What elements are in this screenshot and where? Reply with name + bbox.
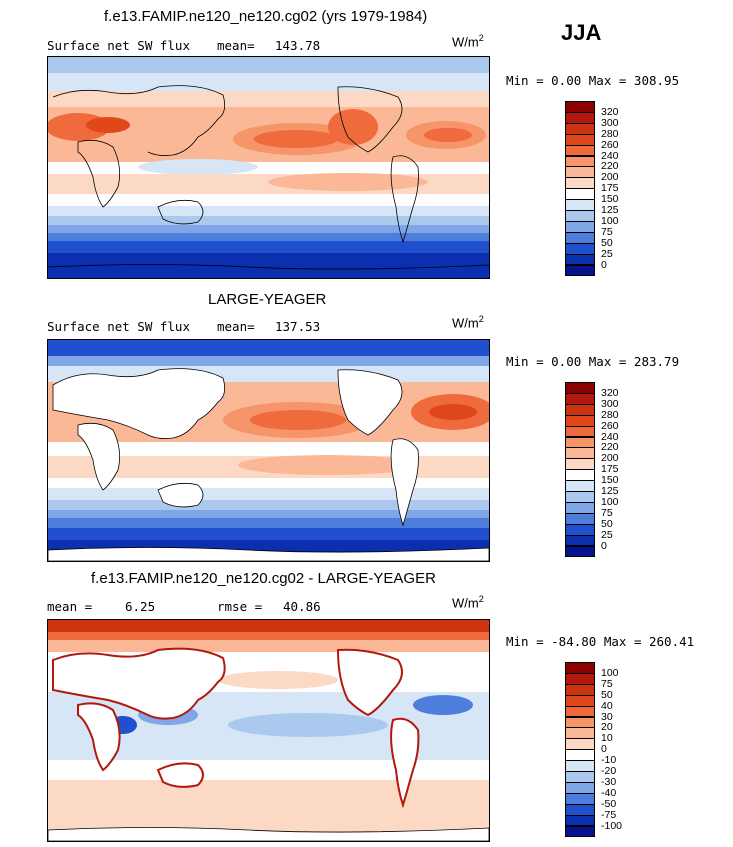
colorbar-label: 280 (601, 408, 619, 421)
panel-2-units: W/m2 (452, 314, 484, 331)
colorbar-label: 50 (601, 517, 613, 530)
colorbar-label: 125 (601, 204, 619, 216)
panel-3-minmax: Min = -84.80 Max = 260.41 (506, 634, 695, 649)
colorbar-label: 100 (601, 666, 619, 679)
colorbar-label: -30 (601, 775, 617, 788)
colorbar-label: 240 (601, 149, 619, 162)
colorbar-label: 300 (601, 116, 619, 129)
colorbar-label: 30 (601, 710, 613, 723)
panel-3-units: W/m2 (452, 594, 484, 611)
colorbar-label: 220 (601, 160, 619, 173)
colorbar-label: 100 (601, 214, 619, 227)
colorbar-label: -20 (601, 765, 617, 777)
colorbar-label: 175 (601, 182, 619, 195)
colorbar-label: 260 (601, 138, 619, 151)
colorbar-swatch (565, 264, 595, 277)
colorbar-swatch (565, 545, 595, 558)
colorbar-label: 10 (601, 732, 613, 745)
panel-3-mean-label: mean = (47, 599, 93, 614)
panel-3-map (47, 619, 490, 842)
panel-2-map (47, 339, 490, 562)
colorbar-label: 40 (601, 699, 613, 712)
colorbar-label: -40 (601, 786, 617, 799)
colorbar-label: 125 (601, 485, 619, 497)
colorbar-swatch (565, 825, 595, 838)
colorbar-label: 220 (601, 441, 619, 454)
panel-1-minmax: Min = 0.00 Max = 308.95 (506, 73, 680, 88)
colorbar-label: 320 (601, 105, 619, 118)
season-label: JJA (561, 20, 602, 45)
colorbar-label: -100 (601, 819, 623, 832)
colorbar-label: 100 (601, 495, 619, 508)
colorbar-label: 320 (601, 386, 619, 399)
panel-1-mean-value: 143.78 (275, 38, 321, 53)
colorbar-label: 20 (601, 721, 613, 734)
panel-1-mean-label: mean= (217, 38, 255, 53)
colorbar-label: 150 (601, 474, 619, 487)
colorbar-label: 260 (601, 419, 619, 432)
colorbar-label: 150 (601, 193, 619, 206)
colorbar-label: 175 (601, 463, 619, 476)
panel-1-colorbar: 320 300 280 260 240 220 200 175 150 125 100 75 50 25 0 (565, 101, 645, 277)
colorbar-label: 200 (601, 452, 619, 465)
panel-2-colorbar: 320 300 280 260 240 220 200 175 150 125 100 75 50 25 0 (565, 382, 645, 558)
colorbar-label: 0 (601, 258, 607, 271)
panel-2-field-label: Surface net SW flux (47, 319, 190, 334)
colorbar-label: 300 (601, 397, 619, 410)
panel-2-minmax: Min = 0.00 Max = 283.79 (506, 354, 680, 369)
colorbar-label: 25 (601, 247, 613, 260)
panel-3-title: f.e13.FAMIP.ne120_ne120.cg02 - LARGE-YEA… (91, 570, 436, 587)
colorbar-label: 75 (601, 677, 613, 690)
colorbar-label: 240 (601, 430, 619, 443)
colorbar-label: 25 (601, 528, 613, 541)
panel-2-mean-value: 137.53 (275, 319, 321, 334)
colorbar-label: 50 (601, 236, 613, 249)
panel-3-mean-value: 6.25 (125, 599, 156, 614)
panel-3-rmse-label: rmse = (217, 599, 263, 614)
panel-3-colorbar: 100 75 50 40 30 20 10 0 -10 -20 -30 -40 -50 -75 -100 (565, 662, 645, 838)
colorbar-label: 0 (601, 539, 607, 552)
colorbar-label: 280 (601, 127, 619, 140)
colorbar-label: 0 (601, 743, 607, 756)
colorbar-label: -10 (601, 754, 617, 767)
colorbar-label: 75 (601, 506, 613, 519)
panel-2-title: LARGE-YEAGER (208, 291, 327, 308)
colorbar-label: 200 (601, 171, 619, 184)
panel-1-units: W/m2 (452, 33, 484, 50)
colorbar-label: 75 (601, 225, 613, 238)
colorbar-label: 50 (601, 688, 613, 701)
panel-2-mean-label: mean= (217, 319, 255, 334)
panel-3-rmse-value: 40.86 (283, 599, 321, 614)
panel-1-title: f.e13.FAMIP.ne120_ne120.cg02 (yrs 1979-1… (104, 8, 428, 25)
colorbar-label: -75 (601, 808, 617, 821)
colorbar-label: -50 (601, 797, 617, 810)
panel-1-map (47, 56, 490, 279)
panel-1-field-label: Surface net SW flux (47, 38, 190, 53)
